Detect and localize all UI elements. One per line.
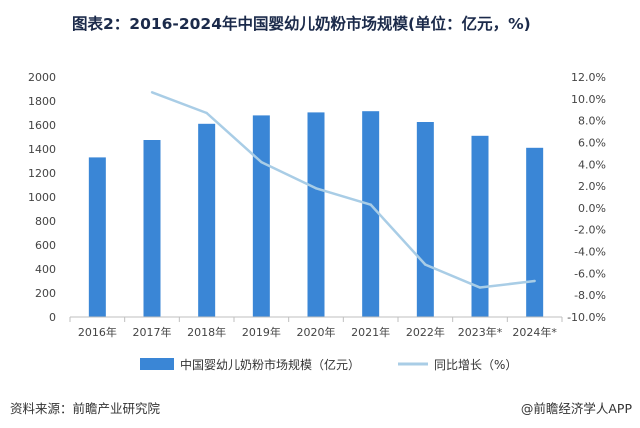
x-axis-tick-label: 2018年 (187, 325, 226, 339)
left-axis-tick-label: 400 (35, 263, 56, 276)
right-axis-tick-label: -4.0% (574, 246, 606, 259)
growth-line-point (369, 203, 372, 206)
growth-line-point (478, 286, 482, 289)
bar (307, 112, 325, 318)
left-axis-tick-label: 1800 (28, 95, 56, 108)
combo-chart: 0 200 400 600 800 1000 1200 1400 1600 1800 2000 -10… (28, 71, 606, 372)
chart-title: 图表2：2016-2024年中国婴幼儿奶粉市场规模(单位：亿元，%) (72, 15, 531, 33)
x-axis-tick-label: 2021年 (351, 325, 390, 339)
bar (252, 115, 270, 318)
right-axis-tick-label: -10.0% (567, 311, 606, 324)
right-axis-tick-label: -8.0% (574, 289, 606, 302)
bar (471, 135, 489, 317)
x-axis-tick-label: 2022年 (406, 325, 445, 339)
right-axis-tick-label: -2.0% (574, 224, 606, 237)
x-axis-tick-label: 2020年 (297, 325, 336, 339)
left-axis-tick-label: 1400 (28, 143, 56, 156)
left-axis-tick-label: 800 (35, 215, 56, 228)
x-axis-tick-label: 2024年* (512, 325, 557, 339)
left-axis-tick-label: 1600 (28, 119, 56, 132)
x-axis-tick-label: 2016年 (78, 325, 117, 339)
growth-line-point (150, 91, 154, 94)
growth-line-point (260, 160, 263, 164)
bar (526, 147, 544, 317)
bar (198, 123, 216, 317)
left-axis-tick-label: 1200 (28, 167, 56, 180)
right-axis-tick-label: 12.0% (571, 71, 606, 84)
left-axis-tick-label: 1000 (28, 191, 56, 204)
bar (143, 140, 161, 317)
legend-label-line: 同比增长（%） (434, 358, 517, 372)
right-axis-tick-label: 6.0% (578, 136, 606, 149)
right-axis-tick-label: 0.0% (578, 202, 606, 215)
left-axis-tick-label: 2000 (28, 71, 56, 84)
bar (416, 122, 434, 317)
right-axis-tick-label: 8.0% (578, 115, 606, 128)
bar (362, 111, 380, 317)
growth-line-point (424, 263, 427, 266)
x-axis-tick-label: 2023年* (458, 325, 503, 339)
growth-line-point (314, 187, 318, 190)
growth-line-series (151, 91, 535, 289)
x-axis-tick-label: 2019年 (242, 325, 281, 339)
left-axis-tick-label: 600 (35, 239, 56, 252)
left-axis-tick-label: 200 (35, 287, 56, 300)
source-note: 资料来源：前瞻产业研究院 (10, 401, 161, 416)
watermark-text: @前瞻经济学人APP (520, 401, 632, 416)
left-axis-tick-label: 0 (49, 311, 56, 324)
growth-line-point (205, 111, 208, 115)
right-axis-tick-label: 10.0% (571, 93, 606, 106)
bar (88, 157, 106, 317)
right-axis-tick-label: -6.0% (574, 267, 606, 280)
growth-line-point (533, 279, 536, 283)
right-axis-tick-label: 2.0% (578, 180, 606, 193)
x-axis-tick-label: 2017年 (133, 325, 172, 339)
legend-swatch-bar (140, 358, 174, 370)
right-axis-tick-label: 4.0% (578, 158, 606, 171)
legend-label-bar: 中国婴幼儿奶粉市场规模（亿元） (180, 357, 360, 372)
